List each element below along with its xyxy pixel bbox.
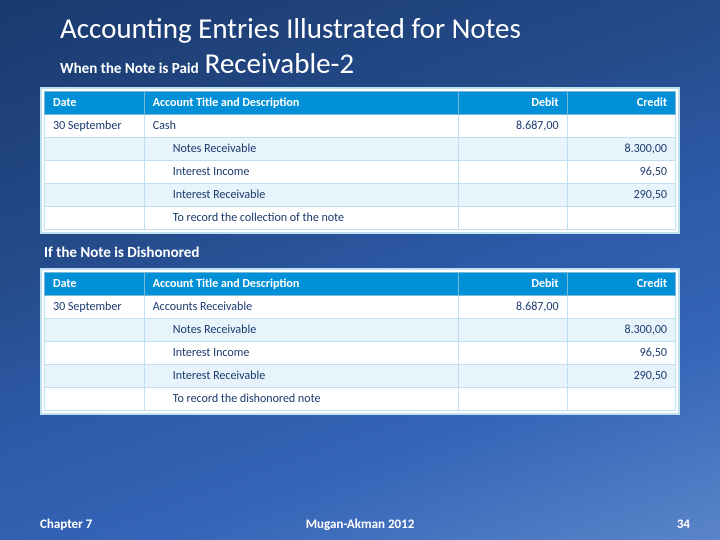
table-row: Notes Receivable 8.300,00 [45, 319, 676, 342]
cell-date [45, 388, 145, 411]
table-row: Notes Receivable 8.300,00 [45, 138, 676, 161]
cell-credit: 8.300,00 [567, 138, 675, 161]
cell-desc: Notes Receivable [144, 319, 458, 342]
cell-credit [567, 388, 675, 411]
table-dishonored: Date Account Title and Description Debit… [40, 268, 680, 415]
title-line1: Accounting Entries Illustrated for Notes [60, 12, 690, 45]
th-credit: Credit [567, 273, 675, 296]
table-row: Interest Receivable 290,50 [45, 365, 676, 388]
title-area: Accounting Entries Illustrated for Notes… [0, 0, 720, 81]
cell-debit [459, 319, 567, 342]
footer-page-number: 34 [677, 517, 690, 532]
cell-date [45, 184, 145, 207]
cell-credit: 290,50 [567, 184, 675, 207]
table-row: Interest Income 96,50 [45, 342, 676, 365]
cell-desc: To record the dishonored note [144, 388, 458, 411]
th-desc: Account Title and Description [144, 273, 458, 296]
cell-desc: Cash [144, 115, 458, 138]
th-credit: Credit [567, 92, 675, 115]
cell-date [45, 138, 145, 161]
cell-date [45, 342, 145, 365]
journal-table-dishonored: Date Account Title and Description Debit… [44, 272, 676, 411]
cell-debit [459, 161, 567, 184]
cell-credit [567, 296, 675, 319]
title-line2: When the Note is Paid Receivable-2 [60, 45, 690, 81]
cell-debit [459, 184, 567, 207]
cell-desc: Interest Receivable [144, 365, 458, 388]
footer-attribution: Mugan-Akman 2012 [306, 517, 415, 532]
table-row: Interest Receivable 290,50 [45, 184, 676, 207]
journal-table-paid: Date Account Title and Description Debit… [44, 91, 676, 230]
table-row: To record the dishonored note [45, 388, 676, 411]
cell-date [45, 319, 145, 342]
cell-credit [567, 207, 675, 230]
th-debit: Debit [459, 92, 567, 115]
subtitle-left: When the Note is Paid [60, 60, 199, 78]
cell-date: 30 September [45, 115, 145, 138]
cell-credit: 290,50 [567, 365, 675, 388]
cell-debit: 8.687,00 [459, 115, 567, 138]
title-part2: Receivable-2 [205, 45, 354, 81]
cell-credit [567, 115, 675, 138]
cell-debit [459, 207, 567, 230]
footer: Chapter 7 Mugan-Akman 2012 34 [0, 517, 720, 532]
cell-credit: 96,50 [567, 161, 675, 184]
th-desc: Account Title and Description [144, 92, 458, 115]
cell-debit [459, 365, 567, 388]
cell-desc: Notes Receivable [144, 138, 458, 161]
table-row: To record the collection of the note [45, 207, 676, 230]
cell-date [45, 161, 145, 184]
footer-chapter: Chapter 7 [40, 517, 92, 532]
cell-debit [459, 342, 567, 365]
cell-date [45, 207, 145, 230]
cell-desc: Interest Income [144, 161, 458, 184]
cell-date: 30 September [45, 296, 145, 319]
section-dishonored-label: If the Note is Dishonored [44, 244, 720, 262]
th-debit: Debit [459, 273, 567, 296]
th-date: Date [45, 273, 145, 296]
cell-credit: 8.300,00 [567, 319, 675, 342]
table-row: 30 SeptemberCash8.687,00 [45, 115, 676, 138]
cell-debit [459, 388, 567, 411]
cell-credit: 96,50 [567, 342, 675, 365]
table-paid: Date Account Title and Description Debit… [40, 87, 680, 234]
table-row: 30 SeptemberAccounts Receivable8.687,00 [45, 296, 676, 319]
cell-debit: 8.687,00 [459, 296, 567, 319]
cell-debit [459, 138, 567, 161]
cell-desc: To record the collection of the note [144, 207, 458, 230]
cell-desc: Accounts Receivable [144, 296, 458, 319]
cell-date [45, 365, 145, 388]
cell-desc: Interest Receivable [144, 184, 458, 207]
th-date: Date [45, 92, 145, 115]
cell-desc: Interest Income [144, 342, 458, 365]
table-row: Interest Income 96,50 [45, 161, 676, 184]
